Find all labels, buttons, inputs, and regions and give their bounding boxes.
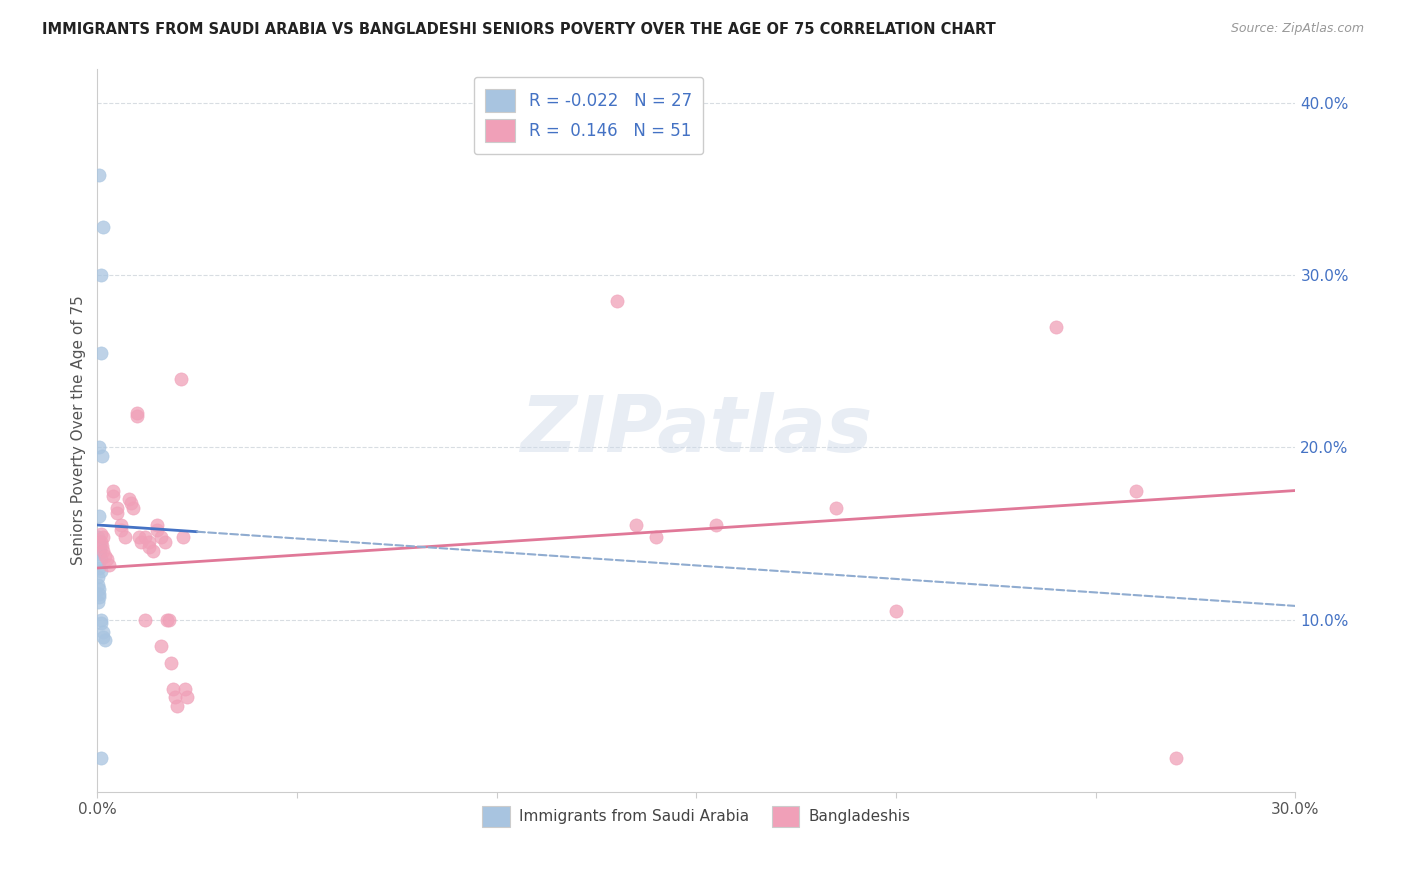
Point bbox=[87, 530, 110, 544]
Point bbox=[884, 604, 907, 618]
Point bbox=[172, 530, 194, 544]
Point bbox=[96, 552, 118, 566]
Point bbox=[90, 616, 112, 631]
Point bbox=[1164, 750, 1187, 764]
Point bbox=[91, 449, 114, 463]
Point bbox=[87, 569, 110, 583]
Point bbox=[155, 535, 177, 549]
Point bbox=[90, 535, 112, 549]
Point bbox=[89, 544, 111, 558]
Point bbox=[87, 547, 110, 561]
Point bbox=[93, 530, 115, 544]
Point bbox=[103, 483, 125, 498]
Point bbox=[142, 544, 165, 558]
Y-axis label: Seniors Poverty Over the Age of 75: Seniors Poverty Over the Age of 75 bbox=[72, 295, 86, 566]
Point bbox=[94, 549, 117, 563]
Point bbox=[128, 530, 150, 544]
Point bbox=[114, 530, 136, 544]
Point bbox=[1125, 483, 1147, 498]
Point bbox=[127, 409, 149, 424]
Point bbox=[90, 613, 112, 627]
Point bbox=[90, 526, 112, 541]
Point bbox=[110, 523, 132, 537]
Point bbox=[87, 509, 110, 524]
Point bbox=[160, 656, 183, 670]
Point bbox=[87, 595, 110, 609]
Point bbox=[165, 690, 187, 705]
Point bbox=[110, 518, 132, 533]
Point bbox=[103, 489, 125, 503]
Point bbox=[138, 535, 160, 549]
Point bbox=[127, 406, 149, 420]
Point bbox=[89, 539, 111, 553]
Point bbox=[87, 535, 110, 549]
Point bbox=[98, 558, 121, 572]
Point bbox=[120, 495, 142, 509]
Point bbox=[87, 578, 110, 592]
Point bbox=[156, 613, 179, 627]
Point bbox=[706, 518, 728, 533]
Point bbox=[645, 530, 668, 544]
Point bbox=[146, 523, 169, 537]
Point bbox=[118, 492, 141, 507]
Point bbox=[90, 268, 112, 283]
Point bbox=[146, 518, 169, 533]
Point bbox=[176, 690, 198, 705]
Point bbox=[134, 530, 156, 544]
Point bbox=[129, 535, 152, 549]
Point bbox=[626, 518, 648, 533]
Text: IMMIGRANTS FROM SAUDI ARABIA VS BANGLADESHI SENIORS POVERTY OVER THE AGE OF 75 C: IMMIGRANTS FROM SAUDI ARABIA VS BANGLADE… bbox=[42, 22, 995, 37]
Point bbox=[174, 681, 197, 696]
Point bbox=[105, 506, 128, 520]
Point bbox=[157, 613, 180, 627]
Point bbox=[89, 561, 111, 575]
Point bbox=[162, 681, 184, 696]
Point bbox=[606, 294, 628, 309]
Point bbox=[138, 541, 160, 555]
Point bbox=[150, 530, 173, 544]
Point bbox=[105, 500, 128, 515]
Point bbox=[93, 544, 115, 558]
Point bbox=[825, 500, 848, 515]
Point bbox=[1045, 319, 1067, 334]
Point bbox=[122, 500, 145, 515]
Point bbox=[89, 169, 111, 183]
Point bbox=[150, 639, 173, 653]
Point bbox=[87, 587, 110, 601]
Point bbox=[170, 371, 193, 385]
Point bbox=[93, 630, 115, 644]
Point bbox=[166, 698, 188, 713]
Point bbox=[93, 219, 115, 234]
Point bbox=[90, 565, 112, 579]
Text: ZIPatlas: ZIPatlas bbox=[520, 392, 873, 468]
Point bbox=[90, 552, 112, 566]
Point bbox=[91, 539, 114, 553]
Point bbox=[94, 633, 117, 648]
Text: Source: ZipAtlas.com: Source: ZipAtlas.com bbox=[1230, 22, 1364, 36]
Point bbox=[89, 441, 111, 455]
Point bbox=[90, 345, 112, 359]
Point bbox=[89, 591, 111, 605]
Point bbox=[87, 582, 110, 596]
Legend: Immigrants from Saudi Arabia, Bangladeshis: Immigrants from Saudi Arabia, Bangladesh… bbox=[475, 798, 918, 835]
Point bbox=[93, 624, 115, 639]
Point bbox=[90, 750, 112, 764]
Point bbox=[134, 613, 156, 627]
